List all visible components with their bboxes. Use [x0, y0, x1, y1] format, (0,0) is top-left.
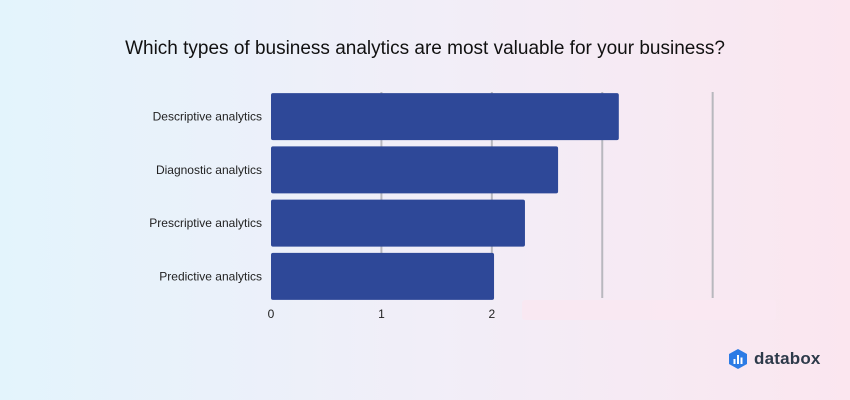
x-tick-label: 1	[378, 307, 385, 321]
chart-title: Which types of business analytics are mo…	[125, 38, 725, 59]
x-tick-label: 2	[488, 307, 495, 321]
brand-logo: databox	[728, 348, 821, 370]
bar	[271, 252, 495, 300]
bar	[271, 199, 525, 247]
axis-overlay	[522, 300, 776, 320]
category-label: Descriptive analytics	[153, 110, 262, 124]
category-label: Diagnostic analytics	[156, 163, 262, 177]
bar	[271, 146, 559, 194]
category-label: Predictive analytics	[159, 269, 262, 283]
bar	[271, 93, 619, 141]
databox-logo-icon	[729, 349, 747, 369]
x-tick-label: 0	[268, 307, 275, 321]
brand-name: databox	[754, 349, 821, 368]
category-label: Prescriptive analytics	[149, 216, 262, 230]
